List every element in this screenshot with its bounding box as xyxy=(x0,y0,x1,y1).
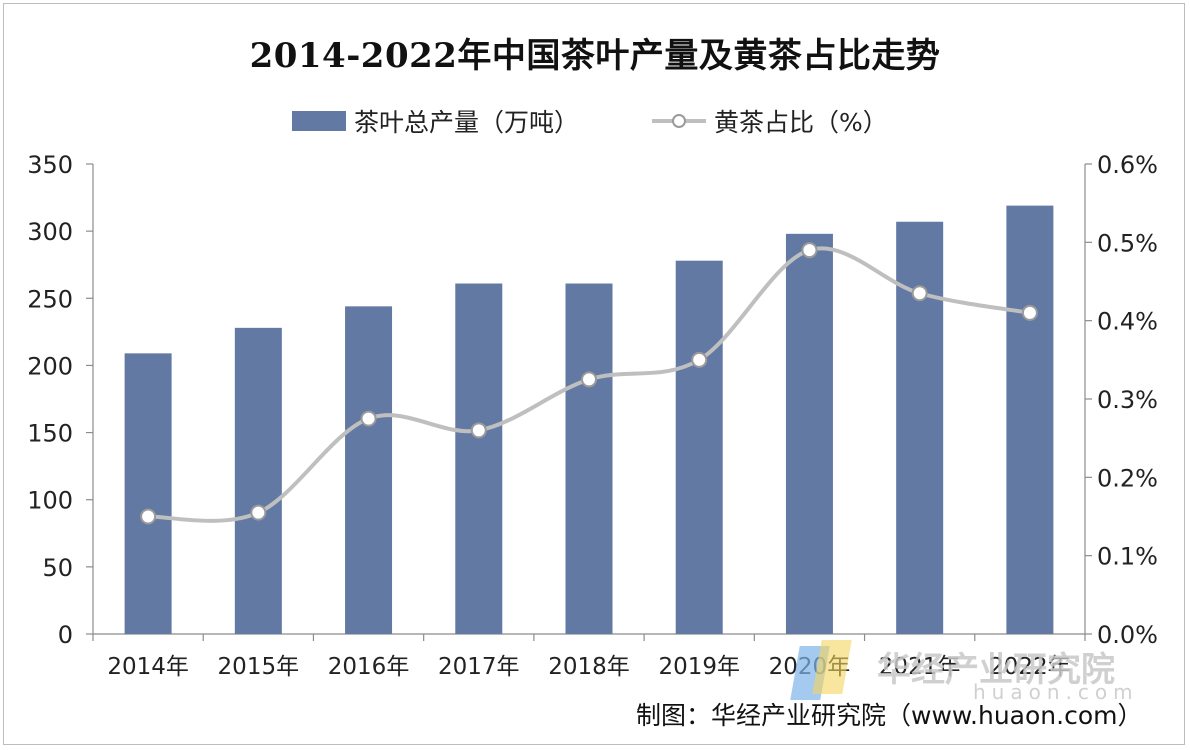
right-tick-label: 0.4% xyxy=(1097,308,1158,336)
bar-series xyxy=(124,205,1054,635)
x-tick-label: 2021年 xyxy=(879,654,961,680)
x-tick-label: 2018年 xyxy=(548,654,630,680)
left-tick-label: 150 xyxy=(27,420,73,448)
right-tick-label: 0.2% xyxy=(1097,464,1158,492)
line-point xyxy=(1021,304,1038,321)
line-point xyxy=(801,242,818,259)
x-tick-label: 2016年 xyxy=(328,654,410,680)
line-point xyxy=(581,371,597,388)
x-tick-label: 2020年 xyxy=(769,654,851,680)
line-point xyxy=(470,422,487,439)
right-tick-label: 0.6% xyxy=(1097,151,1158,179)
bar xyxy=(124,353,172,634)
legend-bar-label: 茶叶总产量（万吨） xyxy=(354,108,580,137)
x-tick-label: 2015年 xyxy=(218,654,300,680)
legend-line-label: 黄茶占比（%） xyxy=(714,108,888,137)
chart-legend: 茶叶总产量（万吨） 黄茶占比（%） xyxy=(0,104,1190,138)
line-point xyxy=(360,410,377,427)
source-note: 制图：华经产业研究院（www.huaon.com） xyxy=(636,701,1143,730)
right-tick-label: 0.5% xyxy=(1097,229,1158,257)
x-tick-label: 2019年 xyxy=(658,654,740,680)
left-tick-label: 50 xyxy=(42,554,73,582)
line-point xyxy=(911,285,928,302)
left-tick-label: 350 xyxy=(27,151,73,179)
left-tick-label: 250 xyxy=(27,285,73,313)
left-tick-label: 200 xyxy=(27,352,73,380)
line-point xyxy=(140,508,157,525)
legend-line-swatch xyxy=(652,111,706,131)
right-tick-label: 0.0% xyxy=(1097,621,1158,649)
right-tick-label: 0.3% xyxy=(1097,386,1158,414)
bar xyxy=(1006,205,1054,634)
bar xyxy=(896,221,944,634)
line-point xyxy=(691,351,708,368)
bar xyxy=(455,283,503,634)
line-point xyxy=(250,504,267,521)
left-tick-label: 100 xyxy=(27,487,73,515)
x-tick-label: 2014年 xyxy=(107,654,189,680)
bar xyxy=(785,233,833,635)
x-tick-label: 2017年 xyxy=(438,654,520,680)
x-tick-label: 2022年 xyxy=(989,654,1071,680)
left-tick-label: 300 xyxy=(27,218,73,246)
right-tick-label: 0.1% xyxy=(1097,543,1158,571)
line-series xyxy=(140,242,1038,525)
legend-item-line: 黄茶占比（%） xyxy=(652,104,888,138)
bar xyxy=(345,306,393,634)
legend-item-bar: 茶叶总产量（万吨） xyxy=(292,104,579,138)
bar xyxy=(675,260,723,634)
bar xyxy=(234,327,282,634)
chart-title: 2014-2022年中国茶叶产量及黄茶占比走势 xyxy=(249,36,941,76)
bar xyxy=(565,283,613,634)
legend-bar-swatch xyxy=(292,111,346,131)
left-tick-label: 0 xyxy=(58,621,73,649)
